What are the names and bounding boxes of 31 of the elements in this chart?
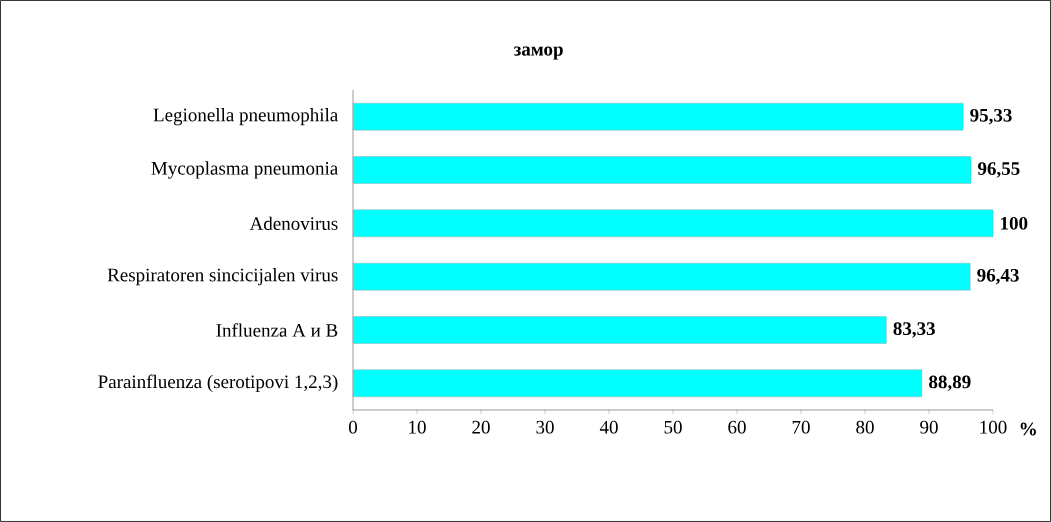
y-tick-label: Mycoplasma pneumonia bbox=[151, 161, 338, 179]
bar bbox=[352, 102, 964, 131]
bar bbox=[352, 316, 887, 344]
y-tick-label: Adenovirus bbox=[249, 216, 338, 231]
bar bbox=[352, 369, 923, 398]
data-label: 100 bbox=[1001, 216, 1028, 230]
data-label: 96,55 bbox=[977, 162, 1020, 178]
data-label: 96,43 bbox=[977, 268, 1019, 285]
data-label: 95,33 bbox=[970, 108, 1012, 125]
x-axis-title: % bbox=[1020, 422, 1036, 436]
x-tick-label: 90 bbox=[920, 420, 938, 434]
y-tick-label: Parainfluenza (serotipovi 1,2,3) bbox=[98, 374, 338, 393]
x-tick-label: 20 bbox=[472, 420, 490, 434]
x-tick-label: 10 bbox=[409, 420, 426, 434]
bar bbox=[352, 262, 971, 291]
x-tick-label: 70 bbox=[792, 420, 810, 434]
y-tick-label: Respiratoren sincicijalen virus bbox=[107, 268, 338, 286]
x-tick-label: 50 bbox=[664, 420, 682, 434]
chart-title: замор bbox=[513, 46, 563, 60]
x-tick-label: 40 bbox=[599, 420, 618, 434]
x-tick-label: 60 bbox=[728, 420, 746, 434]
x-tick-label: 80 bbox=[856, 420, 874, 434]
data-label: 83,33 bbox=[893, 322, 935, 338]
data-label: 88,89 bbox=[929, 375, 971, 392]
bar bbox=[352, 209, 994, 238]
bar bbox=[352, 156, 972, 184]
x-tick-label: 100 bbox=[980, 420, 1007, 434]
x-tick-label: 0 bbox=[348, 420, 358, 434]
y-tick-label: Influenza A и B bbox=[216, 323, 338, 337]
x-tick-label: 30 bbox=[536, 420, 554, 434]
y-tick-label: Legionella pneumophila bbox=[153, 108, 338, 126]
